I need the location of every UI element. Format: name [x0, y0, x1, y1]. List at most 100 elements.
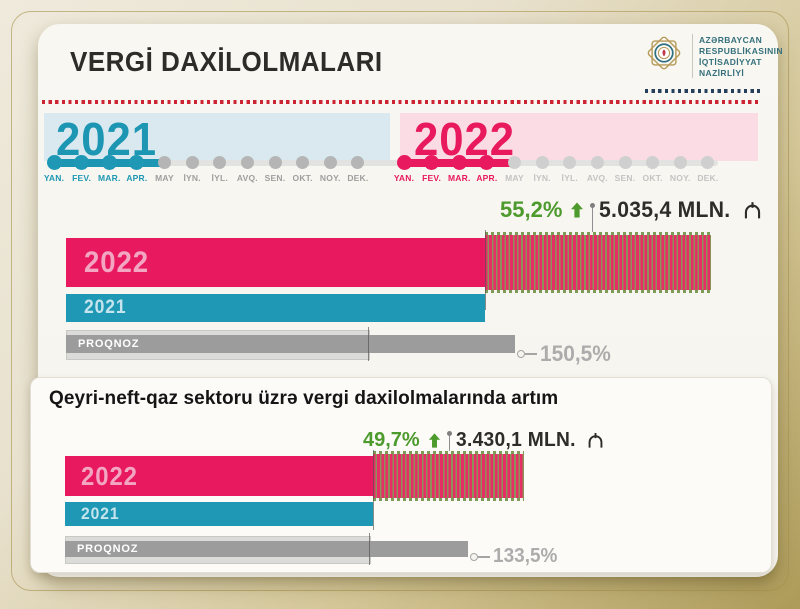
timeline-2021-month-dek: DEK. — [345, 156, 371, 183]
logo-divider — [692, 34, 693, 78]
month-label: İYL. — [561, 173, 578, 183]
manat-icon — [742, 200, 763, 221]
value-non-oil: 3.430,1 MLN. — [455, 428, 576, 451]
timeline-2021-month-okt: OKT. — [290, 156, 316, 183]
marker-line-non-oil — [373, 450, 374, 530]
page-title: VERGİ DAXİLOLMALARI — [70, 46, 383, 77]
timeline-2021-month-avq: AVQ. — [234, 156, 260, 183]
up-arrow-icon — [568, 201, 586, 219]
non-oil-section-title: Qeyri-neft-qaz sektoru üzrə vergi daxilo… — [49, 388, 559, 409]
up-arrow-icon — [426, 432, 443, 449]
ministry-line: RESPUBLİKASININ — [699, 46, 783, 57]
timeline-2021-month-noy: NOY. — [317, 156, 343, 183]
forecast-pct-total: 150,5% — [540, 341, 611, 366]
gold-frame-border — [11, 11, 789, 591]
connector-dot-icon — [517, 350, 525, 358]
month-dot-icon — [296, 156, 310, 169]
timeline-2021-month-i̇yn: İYN. — [179, 156, 205, 183]
month-label: SEN. — [614, 173, 636, 183]
timeline-2021-month-sen: SEN. — [262, 156, 288, 183]
month-label: MAR. — [447, 173, 471, 183]
bar-2021-non-oil-label: 2021 — [81, 504, 120, 523]
month-dot-icon — [351, 156, 365, 169]
forecast-label-non-oil: PROQNOZ — [77, 543, 139, 555]
timeline-2022-month-sen: SEN. — [612, 156, 638, 183]
manat-icon — [586, 431, 605, 450]
timeline-2022-month-yan: YAN. — [391, 155, 417, 183]
year-2022-heading: 2022 — [414, 113, 516, 165]
forecast-connector-total: 150,5% — [517, 341, 615, 367]
navy-dotted-rule — [645, 89, 760, 93]
timeline-2022-month-apr: APR. — [474, 155, 500, 183]
timeline-2021-month-mar: MAR. — [96, 155, 122, 183]
connector-dash — [478, 555, 490, 558]
month-dot-icon — [590, 156, 604, 169]
ministry-line: NAZİRLİYİ — [699, 68, 745, 79]
timeline-2022-month-okt: OKT. — [640, 156, 666, 183]
month-dot-icon — [268, 156, 282, 169]
month-label: YAN. — [43, 173, 65, 183]
month-label: APR. — [476, 173, 498, 183]
timeline-2022-month-i̇yn: İYN. — [529, 156, 555, 183]
month-dot-icon — [424, 155, 440, 170]
timeline-2022-month-mar: MAR. — [446, 155, 472, 183]
month-label: YAN. — [393, 173, 415, 183]
month-label: AVQ. — [236, 173, 258, 183]
timeline-2021-month-i̇yl: İYL. — [207, 156, 233, 183]
timeline-2021-month-may: MAY — [152, 156, 178, 183]
month-label: MAY — [155, 173, 174, 183]
month-dot-icon — [479, 155, 495, 170]
month-label: NOY. — [669, 173, 691, 183]
forecast-actual-bar-total: PROQNOZ — [66, 335, 515, 353]
month-label: MAR. — [97, 173, 121, 183]
timeline-2021-month-apr: APR. — [124, 155, 150, 183]
month-label: MAY — [505, 173, 524, 183]
ministry-emblem-icon — [643, 32, 685, 74]
forecast-label-total: PROQNOZ — [78, 338, 140, 350]
timeline-2021-month-fev: FEV. — [69, 155, 95, 183]
ministry-line: İQTİSADİYYAT — [699, 57, 762, 68]
timeline-2022-month-fev: FEV. — [419, 155, 445, 183]
month-label: APR. — [126, 173, 148, 183]
months-row-2022: YAN. FEV. MAR. APR. MAY İYN. İYL. AVQ. SEN. OKT. N… — [391, 155, 721, 183]
bar-2022-total-growth-hatch — [485, 232, 711, 293]
forecast-marker-total — [368, 327, 369, 361]
band-2021 — [44, 113, 390, 161]
month-dot-icon — [618, 156, 632, 169]
marker-line-total — [485, 230, 486, 310]
bar-2021-non-oil: 2021 — [65, 502, 373, 526]
month-dot-icon — [129, 155, 145, 170]
month-label: OKT. — [642, 173, 663, 183]
month-dot-icon — [451, 155, 467, 170]
months-row-2021: YAN. FEV. MAR. APR. MAY İYN. İYL. AVQ. SEN. OKT. N… — [41, 155, 371, 183]
month-dot-icon — [508, 156, 521, 169]
annotation-pointer-line — [590, 203, 596, 248]
value-total: 5.035,4 MLN. — [599, 197, 731, 222]
timeline-2022-month-i̇yl: İYL. — [557, 156, 583, 183]
month-dot-icon — [74, 155, 90, 170]
connector-dot-icon — [470, 552, 478, 561]
bar-2022-non-oil-growth-hatch — [373, 451, 524, 501]
growth-pct-non-oil: 49,7% — [363, 428, 420, 451]
bar-2021-total-label: 2021 — [84, 297, 127, 318]
month-label: İYN. — [183, 173, 201, 183]
red-dotted-rule — [42, 100, 760, 104]
timeline-2022-month-noy: NOY. — [667, 156, 693, 183]
month-dot-icon — [563, 156, 577, 169]
month-label: İYN. — [533, 173, 551, 183]
non-oil-section-box: Qeyri-neft-qaz sektoru üzrə vergi daxilo… — [30, 377, 772, 573]
growth-pct-total: 55,2% — [500, 197, 563, 222]
forecast-connector-non-oil: 133,5% — [470, 545, 561, 568]
month-label: OKT. — [292, 173, 313, 183]
connector-dash — [525, 353, 537, 355]
forecast-pct-non-oil: 133,5% — [493, 545, 558, 567]
ministry-name: AZƏRBAYCAN RESPUBLİKASININ İQTİSADİYYAT … — [699, 35, 783, 79]
ministry-line: AZƏRBAYCAN — [699, 35, 763, 45]
month-label: DEK. — [347, 173, 369, 183]
bar-2022-total-label: 2022 — [84, 245, 150, 279]
month-dot-icon — [646, 156, 660, 169]
forecast-actual-bar-non-oil: PROQNOZ — [65, 541, 468, 557]
month-dot-icon — [240, 156, 254, 169]
bar-2022-non-oil-label: 2022 — [81, 460, 138, 491]
